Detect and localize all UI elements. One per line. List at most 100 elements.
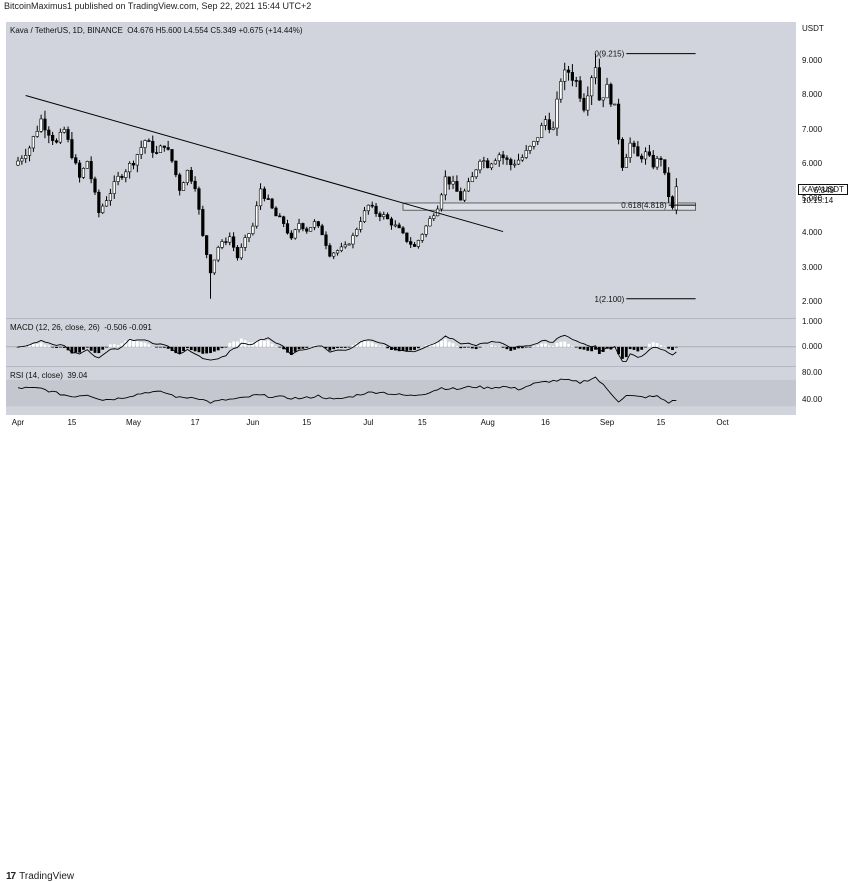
candle-down <box>378 213 382 218</box>
pane-separator-macd[interactable] <box>6 318 796 319</box>
macd-histogram-bar <box>667 346 671 349</box>
candle-up <box>474 169 478 178</box>
candle-up <box>528 145 532 151</box>
candle-up <box>128 162 132 173</box>
macd-histogram-bar <box>39 342 43 347</box>
macd-histogram-bar <box>155 346 158 348</box>
macd-histogram-bar <box>139 342 143 347</box>
macd-histogram-bar <box>640 346 644 350</box>
candle-down <box>455 181 459 192</box>
ohlc-values: O4.676 H5.600 L4.554 C5.349 +0.675 (+14.… <box>127 26 303 35</box>
macd-histogram-bar <box>259 339 262 347</box>
macd-histogram-bar <box>397 346 401 352</box>
candle-down <box>178 174 182 191</box>
candle-up <box>247 233 251 238</box>
candle-up <box>466 181 471 192</box>
macd-histogram-bar <box>159 346 162 348</box>
macd-histogram-bar <box>97 346 101 354</box>
macd-histogram-bar <box>671 346 674 351</box>
macd-histogram-bar <box>655 343 659 347</box>
macd-histogram-bar <box>186 346 189 349</box>
macd-histogram-bar <box>648 343 651 347</box>
candle-up <box>20 158 24 162</box>
macd-histogram-bar <box>624 346 628 358</box>
macd-histogram-bar <box>470 346 474 349</box>
candle-down <box>120 175 124 178</box>
candle-up <box>428 218 432 227</box>
chart-svg: 0(9.215) 0.618(4.818) 1(2.100) <box>6 50 796 407</box>
price-axis[interactable] <box>796 22 850 415</box>
time-tick-label: 15 <box>656 418 666 427</box>
macd-histogram-bar <box>228 342 232 347</box>
candle-down <box>93 178 97 193</box>
pane-separator-rsi[interactable] <box>6 366 796 367</box>
macd-histogram-bar <box>505 346 509 350</box>
candle-up <box>216 247 220 261</box>
macd-histogram-bar <box>636 346 640 352</box>
candle-down <box>270 198 274 209</box>
footer: 17 TradingView <box>0 433 850 882</box>
candle-up <box>613 103 617 106</box>
time-tick-label: Jul <box>363 418 374 427</box>
candle-down <box>374 205 378 214</box>
macd-histogram-bar <box>659 345 663 347</box>
macd-histogram-bar <box>386 346 389 349</box>
candle-up <box>586 95 590 111</box>
candle-up <box>16 160 20 166</box>
candle-down <box>278 215 282 218</box>
candle-up <box>451 181 455 185</box>
tradingview-logo-icon: 17 <box>6 871 16 882</box>
candle-down <box>266 198 270 200</box>
publisher-text: BitcoinMaximus1 published on TradingView… <box>4 1 312 11</box>
macd-histogram-bar <box>336 346 339 349</box>
candle-up <box>251 225 255 234</box>
time-tick-label: 16 <box>540 418 550 427</box>
candle-up <box>443 176 447 196</box>
macd-histogram-bar <box>366 341 370 347</box>
macd-tick-label: 0.000 <box>802 341 823 351</box>
candle-down <box>636 146 640 157</box>
macd-histogram-bar <box>109 344 112 347</box>
candle-down <box>155 152 159 154</box>
macd-histogram-bar <box>216 346 220 351</box>
candle-up <box>590 77 594 97</box>
macd-histogram-bar <box>455 345 459 347</box>
macd-histogram-bar <box>417 346 420 349</box>
macd-histogram-bar <box>651 342 655 347</box>
candle-down <box>289 232 293 239</box>
candle-up <box>478 160 482 171</box>
candle-up <box>81 168 86 178</box>
macd-histogram-bar <box>601 346 605 352</box>
chart-area[interactable] <box>6 22 796 415</box>
candle-up <box>212 259 216 274</box>
candle-up <box>35 131 39 137</box>
candle-up <box>543 119 548 126</box>
candle-down <box>174 160 178 176</box>
tradingview-logo[interactable]: 17 TradingView <box>6 871 74 882</box>
macd-histogram-bar <box>232 341 235 347</box>
candle-up <box>185 169 190 183</box>
macd-histogram-bar <box>16 346 20 348</box>
candle-down <box>501 154 505 159</box>
candle-up <box>416 240 421 247</box>
macd-histogram-bar <box>32 344 35 347</box>
macd-histogram-bar <box>151 346 155 348</box>
currency-label: USDT <box>802 24 824 33</box>
macd-histogram-bar <box>270 343 274 347</box>
macd-histogram-bar <box>251 342 255 347</box>
candle-up <box>293 229 297 239</box>
candle-up <box>643 151 648 160</box>
macd-line <box>17 334 677 362</box>
macd-histogram-bar <box>363 340 366 347</box>
candle-up <box>343 244 347 248</box>
time-axis[interactable] <box>0 415 850 433</box>
candle-down <box>97 191 101 213</box>
candle-down <box>659 158 663 160</box>
macd-histogram-bar <box>162 346 166 348</box>
candle-down <box>486 160 490 169</box>
candle-down <box>78 162 82 178</box>
candle-down <box>670 196 675 208</box>
macd-histogram-bar <box>497 346 501 347</box>
macd-histogram-bar <box>166 346 170 349</box>
macd-histogram-bar <box>443 338 447 347</box>
